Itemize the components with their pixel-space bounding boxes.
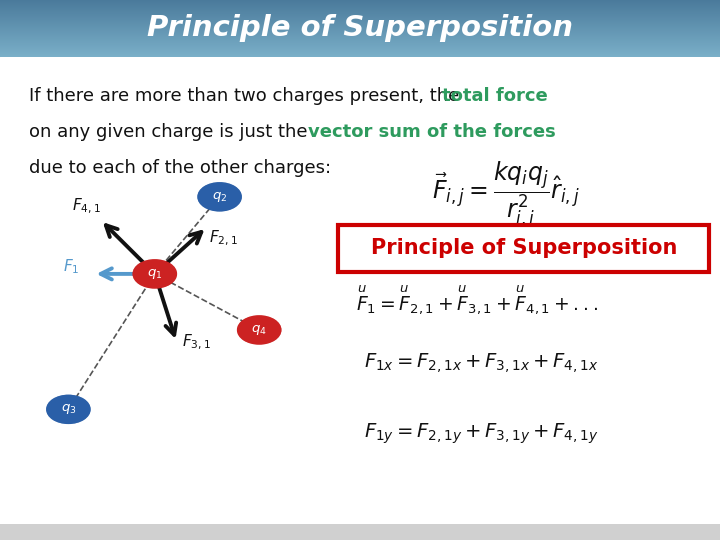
Text: $F_{1y} = F_{2,1y} + F_{3,1y} + F_{4,1y}$: $F_{1y} = F_{2,1y} + F_{3,1y} + F_{4,1y}… [364, 421, 598, 445]
Circle shape [198, 183, 241, 211]
Text: $F_1$: $F_1$ [63, 258, 79, 276]
Text: $q_2$: $q_2$ [212, 190, 228, 204]
Text: $q_1$: $q_1$ [147, 267, 163, 281]
Text: $\vec{F}_{i,j} = \dfrac{kq_i q_j}{r^2_{i,j}} \hat{r}_{i,j}$: $\vec{F}_{i,j} = \dfrac{kq_i q_j}{r^2_{i… [432, 159, 580, 232]
Text: $F_{2,1}$: $F_{2,1}$ [209, 229, 238, 248]
Text: Principle of Superposition: Principle of Superposition [371, 238, 677, 258]
Text: If there are more than two charges present, the: If there are more than two charges prese… [29, 87, 465, 105]
Text: Principle of Superposition: Principle of Superposition [147, 15, 573, 42]
Circle shape [47, 395, 90, 423]
Text: on any given charge is just the: on any given charge is just the [29, 123, 313, 141]
Text: $F_{3,1}$: $F_{3,1}$ [182, 332, 211, 352]
Text: total force: total force [442, 87, 548, 105]
FancyBboxPatch shape [338, 225, 709, 272]
Text: $q_3$: $q_3$ [60, 402, 76, 416]
Circle shape [238, 316, 281, 344]
Text: $F_{4,1}$: $F_{4,1}$ [72, 196, 101, 215]
Text: due to each of the other charges:: due to each of the other charges: [29, 159, 331, 178]
Circle shape [133, 260, 176, 288]
Text: $\overset{u}{F}_1 = \overset{u}{F}_{2,1} + \overset{u}{F}_{3,1} + \overset{u}{F}: $\overset{u}{F}_1 = \overset{u}{F}_{2,1}… [356, 284, 598, 318]
Text: $q_4$: $q_4$ [251, 323, 267, 337]
Text: vector sum of the forces: vector sum of the forces [308, 123, 556, 141]
Text: $F_{1x} = F_{2,1x} + F_{3,1x} + F_{4,1x}$: $F_{1x} = F_{2,1x} + F_{3,1x} + F_{4,1x}… [364, 351, 598, 375]
